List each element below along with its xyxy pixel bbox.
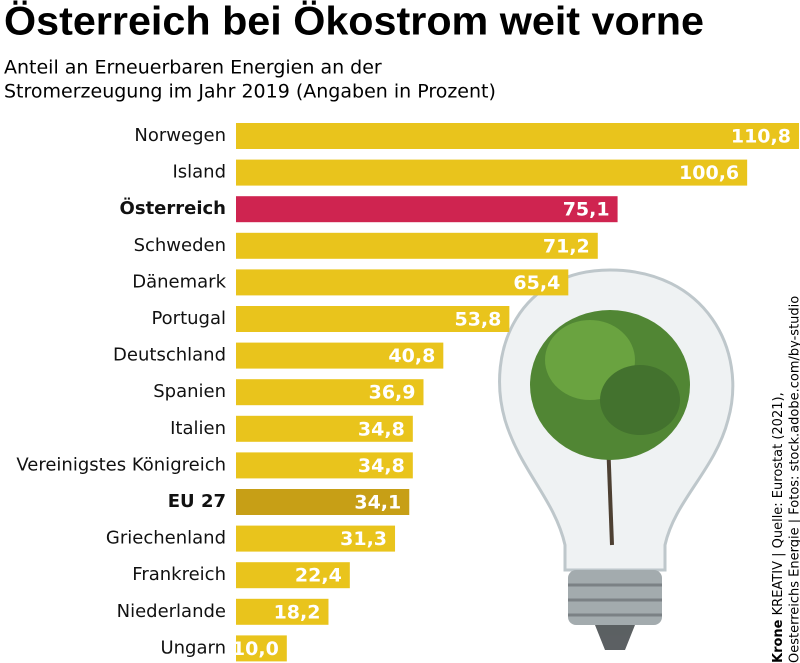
source: Krone KREATIV | Quelle: Eurostat (2021),… [771, 296, 800, 663]
bar [236, 489, 410, 515]
bar [236, 598, 329, 625]
source-line: Oesterreichs Energie | Fotos: stock.adob… [788, 296, 800, 663]
bar [236, 452, 413, 479]
value-label: 75,1 [563, 199, 610, 221]
bulb-illustration [498, 268, 735, 650]
bar [236, 159, 748, 186]
value-label: 40,8 [388, 345, 435, 367]
source-text: KREATIV | Quelle: Eurostat (2021), [771, 392, 786, 615]
category-label: Spanien [153, 381, 226, 402]
value-label: 22,4 [295, 565, 342, 587]
category-label: Portugal [151, 308, 226, 329]
bulb-tip [595, 625, 635, 650]
category-label: Frankreich [132, 564, 226, 585]
bar [236, 525, 396, 552]
category-label: Niederlande [117, 601, 226, 622]
category-label: Schweden [134, 235, 226, 256]
tree-crown [600, 365, 680, 435]
category-label: Italien [170, 418, 226, 439]
subtitle: Stromerzeugung im Jahr 2019 (Angaben in … [4, 81, 496, 103]
value-label: 10,0 [232, 638, 279, 660]
chart-title: Österreich bei Ökostrom weit vorne [4, 0, 704, 44]
value-label: 34,1 [354, 492, 401, 514]
value-label: 71,2 [543, 235, 590, 257]
bar [236, 562, 350, 589]
category-label: Norwegen [134, 125, 226, 146]
value-label: 65,4 [513, 272, 560, 294]
bulb-base [568, 570, 662, 625]
value-label: 36,9 [369, 382, 416, 404]
bar [236, 123, 799, 149]
value-label: 31,3 [340, 528, 387, 550]
bar [236, 269, 569, 296]
value-label: 34,8 [358, 455, 405, 477]
category-label: Österreich [120, 197, 226, 219]
category-label: Vereinigstes Königreich [16, 454, 226, 475]
category-label: Griechenland [106, 528, 226, 549]
category-label: Dänemark [132, 271, 226, 292]
source-brand: Krone [771, 619, 786, 663]
value-label: 110,8 [731, 126, 791, 148]
value-label: 100,6 [679, 162, 739, 184]
bar [236, 379, 424, 406]
bar [236, 196, 618, 223]
value-label: 34,8 [358, 418, 405, 440]
bar [236, 415, 413, 442]
bar [236, 342, 444, 369]
bar [236, 306, 510, 332]
category-label: EU 27 [168, 491, 226, 512]
subtitle: Anteil an Erneuerbaren Energien an der [4, 57, 382, 79]
value-label: 53,8 [454, 309, 501, 331]
source-line: Krone KREATIV | Quelle: Eurostat (2021), [771, 392, 786, 663]
value-label: 18,2 [274, 601, 321, 623]
bar [236, 232, 598, 259]
category-label: Deutschland [113, 345, 226, 366]
category-label: Ungarn [160, 637, 226, 658]
bar [236, 635, 287, 662]
category-label: Island [172, 162, 226, 183]
